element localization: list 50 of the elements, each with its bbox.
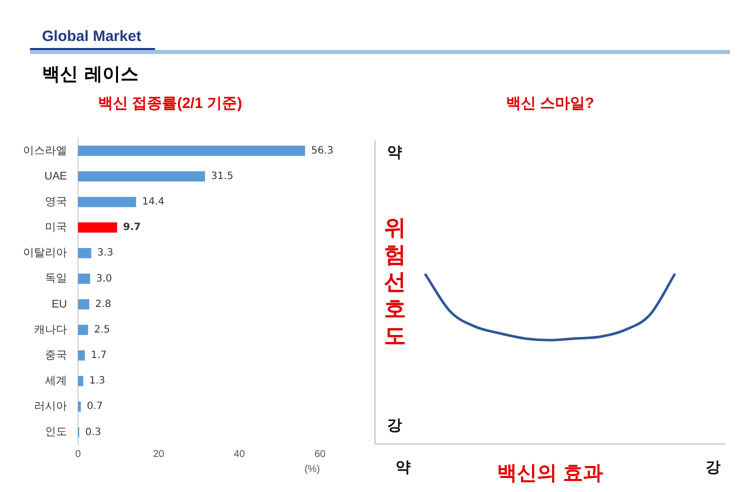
text: 강 xyxy=(706,458,720,476)
bar xyxy=(78,146,306,156)
data-label: 3.3 xyxy=(97,248,114,259)
x-tick-label: 0 xyxy=(75,448,82,460)
y-tick-label: 미국 xyxy=(45,222,67,234)
bar xyxy=(78,402,81,412)
bar xyxy=(78,196,136,208)
bar xyxy=(78,299,90,310)
y-tick-label: UAE xyxy=(44,170,67,182)
y-tick-label: 러시아 xyxy=(34,400,67,413)
data-label: 0.3 xyxy=(85,426,102,438)
x-axis-title: 백신의 효과 xyxy=(497,462,603,485)
x-tick-label: 40 xyxy=(234,448,246,460)
bar xyxy=(78,350,85,361)
x-tick-label: 20 xyxy=(153,448,165,460)
x-axis-title: (%) xyxy=(304,464,320,475)
data-label: 56.3 xyxy=(311,145,334,156)
data-label: 14.4 xyxy=(142,196,164,208)
x-tick-label: 60 xyxy=(314,448,326,460)
data-label: 2.8 xyxy=(95,298,112,310)
y-tick-label: 중국 xyxy=(45,349,67,362)
bar xyxy=(78,171,206,182)
text: 백신 레이스 xyxy=(42,63,138,86)
y-tick-label: 세계 xyxy=(45,375,67,388)
chart-title: 백신 접종률(2/1 기준) xyxy=(98,95,242,112)
data-label: 31.5 xyxy=(211,170,234,182)
y-tick-label: EU xyxy=(52,298,68,310)
data-label: 9.7 xyxy=(123,222,141,234)
data-label: 1.7 xyxy=(90,350,107,362)
y-tick-label: 독일 xyxy=(45,272,67,285)
y-tick-label: 이탈리아 xyxy=(23,247,67,260)
y-tick-label: 인도 xyxy=(45,426,67,438)
bar xyxy=(78,376,84,386)
y-tick-label: 영국 xyxy=(45,196,67,208)
data-label: 2.5 xyxy=(94,324,110,336)
text: 약 xyxy=(396,458,410,476)
y-tick-label: 캐나다 xyxy=(34,324,67,336)
data-label: 0.7 xyxy=(86,401,103,412)
bar xyxy=(78,248,92,258)
annotation: 강 xyxy=(387,416,402,434)
data-label: 1.3 xyxy=(89,376,106,387)
bar xyxy=(78,222,118,233)
chart-title: 백신 스마일? xyxy=(506,95,594,112)
text: Global Market xyxy=(42,28,142,45)
data-label: 3.0 xyxy=(96,273,112,284)
y-tick-label: 이스라엘 xyxy=(23,144,67,157)
bar xyxy=(78,274,90,284)
y-axis-title: 위험 선호도 xyxy=(383,215,407,350)
text: 약 xyxy=(387,142,402,161)
bar xyxy=(78,324,88,335)
